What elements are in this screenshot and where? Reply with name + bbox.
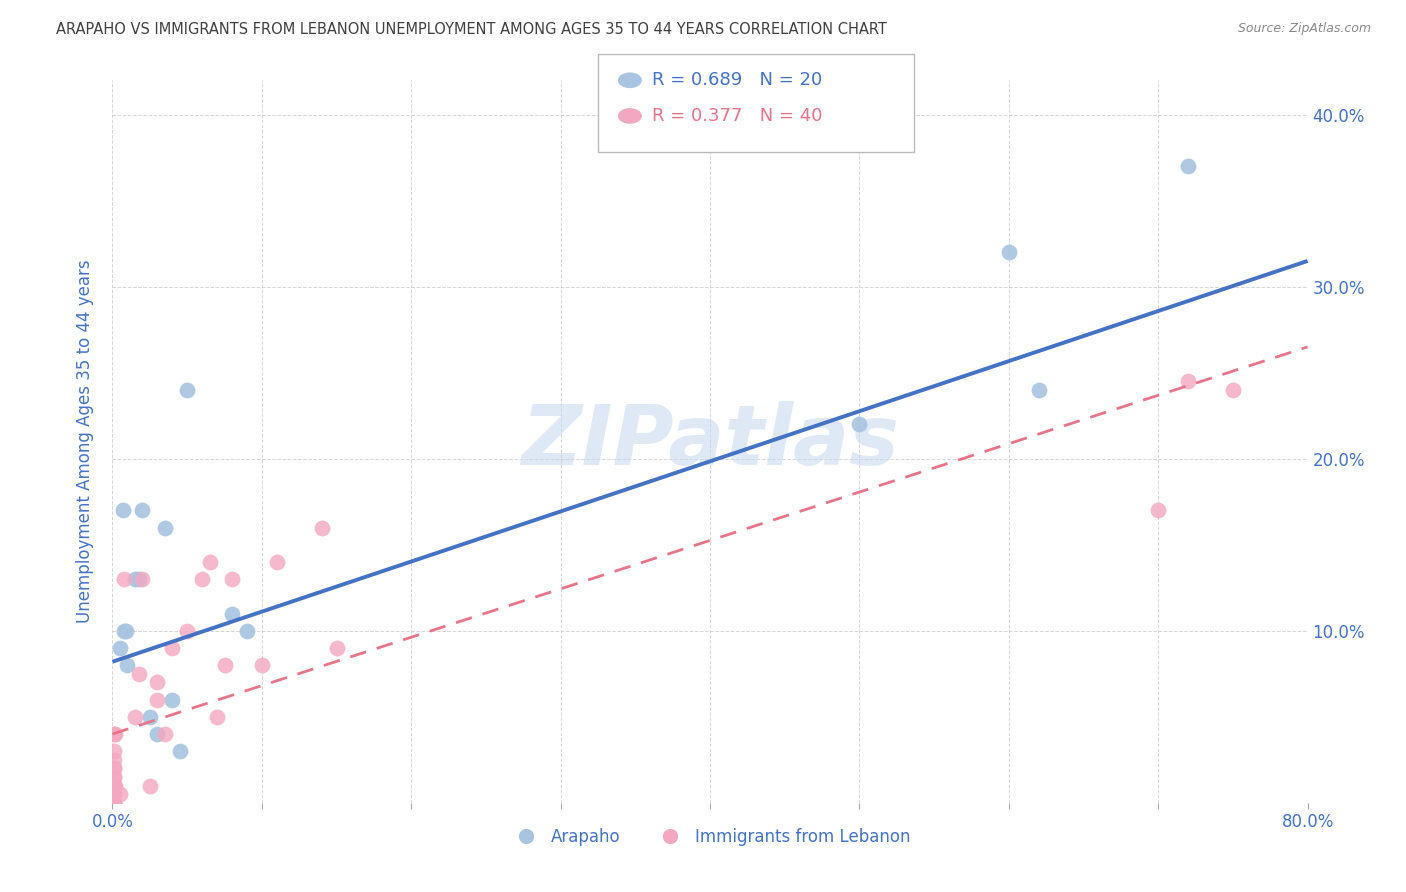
Point xyxy=(103,787,125,801)
Point xyxy=(131,572,153,586)
Point xyxy=(111,503,134,517)
Point xyxy=(162,692,183,706)
Point xyxy=(250,658,273,673)
Point xyxy=(848,417,870,432)
Point xyxy=(124,572,146,586)
Point xyxy=(114,624,135,638)
Point xyxy=(153,520,176,534)
Point xyxy=(176,624,198,638)
Point xyxy=(1222,383,1244,397)
Point xyxy=(103,727,125,741)
Point xyxy=(266,555,288,569)
Point xyxy=(325,640,347,655)
Point xyxy=(103,744,125,758)
Point xyxy=(214,658,236,673)
Point xyxy=(236,624,259,638)
Point xyxy=(103,796,125,810)
Text: ARAPAHO VS IMMIGRANTS FROM LEBANON UNEMPLOYMENT AMONG AGES 35 TO 44 YEARS CORREL: ARAPAHO VS IMMIGRANTS FROM LEBANON UNEMP… xyxy=(56,22,887,37)
Point xyxy=(176,383,198,397)
Point xyxy=(139,779,162,793)
Point xyxy=(162,640,183,655)
Point xyxy=(146,727,169,741)
Point xyxy=(103,770,125,784)
Point xyxy=(103,753,125,767)
Point xyxy=(115,624,138,638)
Y-axis label: Unemployment Among Ages 35 to 44 years: Unemployment Among Ages 35 to 44 years xyxy=(76,260,94,624)
Point xyxy=(205,710,228,724)
Point xyxy=(117,658,139,673)
Point xyxy=(1028,383,1050,397)
Point xyxy=(198,555,221,569)
Point xyxy=(146,692,169,706)
Point xyxy=(103,787,125,801)
Point xyxy=(103,796,125,810)
Point xyxy=(103,779,125,793)
Point xyxy=(104,779,127,793)
Point xyxy=(103,779,125,793)
Point xyxy=(131,503,153,517)
Text: R = 0.689   N = 20: R = 0.689 N = 20 xyxy=(652,71,823,89)
Point xyxy=(103,761,125,775)
Point xyxy=(104,727,127,741)
Point xyxy=(128,572,150,586)
Point xyxy=(128,666,150,681)
Point xyxy=(1147,503,1170,517)
Text: R = 0.377   N = 40: R = 0.377 N = 40 xyxy=(652,107,823,125)
Point xyxy=(221,607,243,621)
Point xyxy=(1177,159,1199,173)
Point xyxy=(153,727,176,741)
Point xyxy=(146,675,169,690)
Point xyxy=(169,744,191,758)
Point xyxy=(998,245,1021,260)
Point xyxy=(103,761,125,775)
Point xyxy=(124,710,146,724)
Point xyxy=(114,572,135,586)
Point xyxy=(103,770,125,784)
Point xyxy=(191,572,214,586)
Point xyxy=(103,796,125,810)
Point xyxy=(108,787,131,801)
Legend: Arapaho, Immigrants from Lebanon: Arapaho, Immigrants from Lebanon xyxy=(502,821,918,852)
Point xyxy=(139,710,162,724)
Text: Source: ZipAtlas.com: Source: ZipAtlas.com xyxy=(1237,22,1371,36)
Point xyxy=(1177,375,1199,389)
Point xyxy=(221,572,243,586)
Text: ZIPatlas: ZIPatlas xyxy=(522,401,898,482)
Point xyxy=(108,640,131,655)
Point xyxy=(103,796,125,810)
Point xyxy=(311,520,333,534)
